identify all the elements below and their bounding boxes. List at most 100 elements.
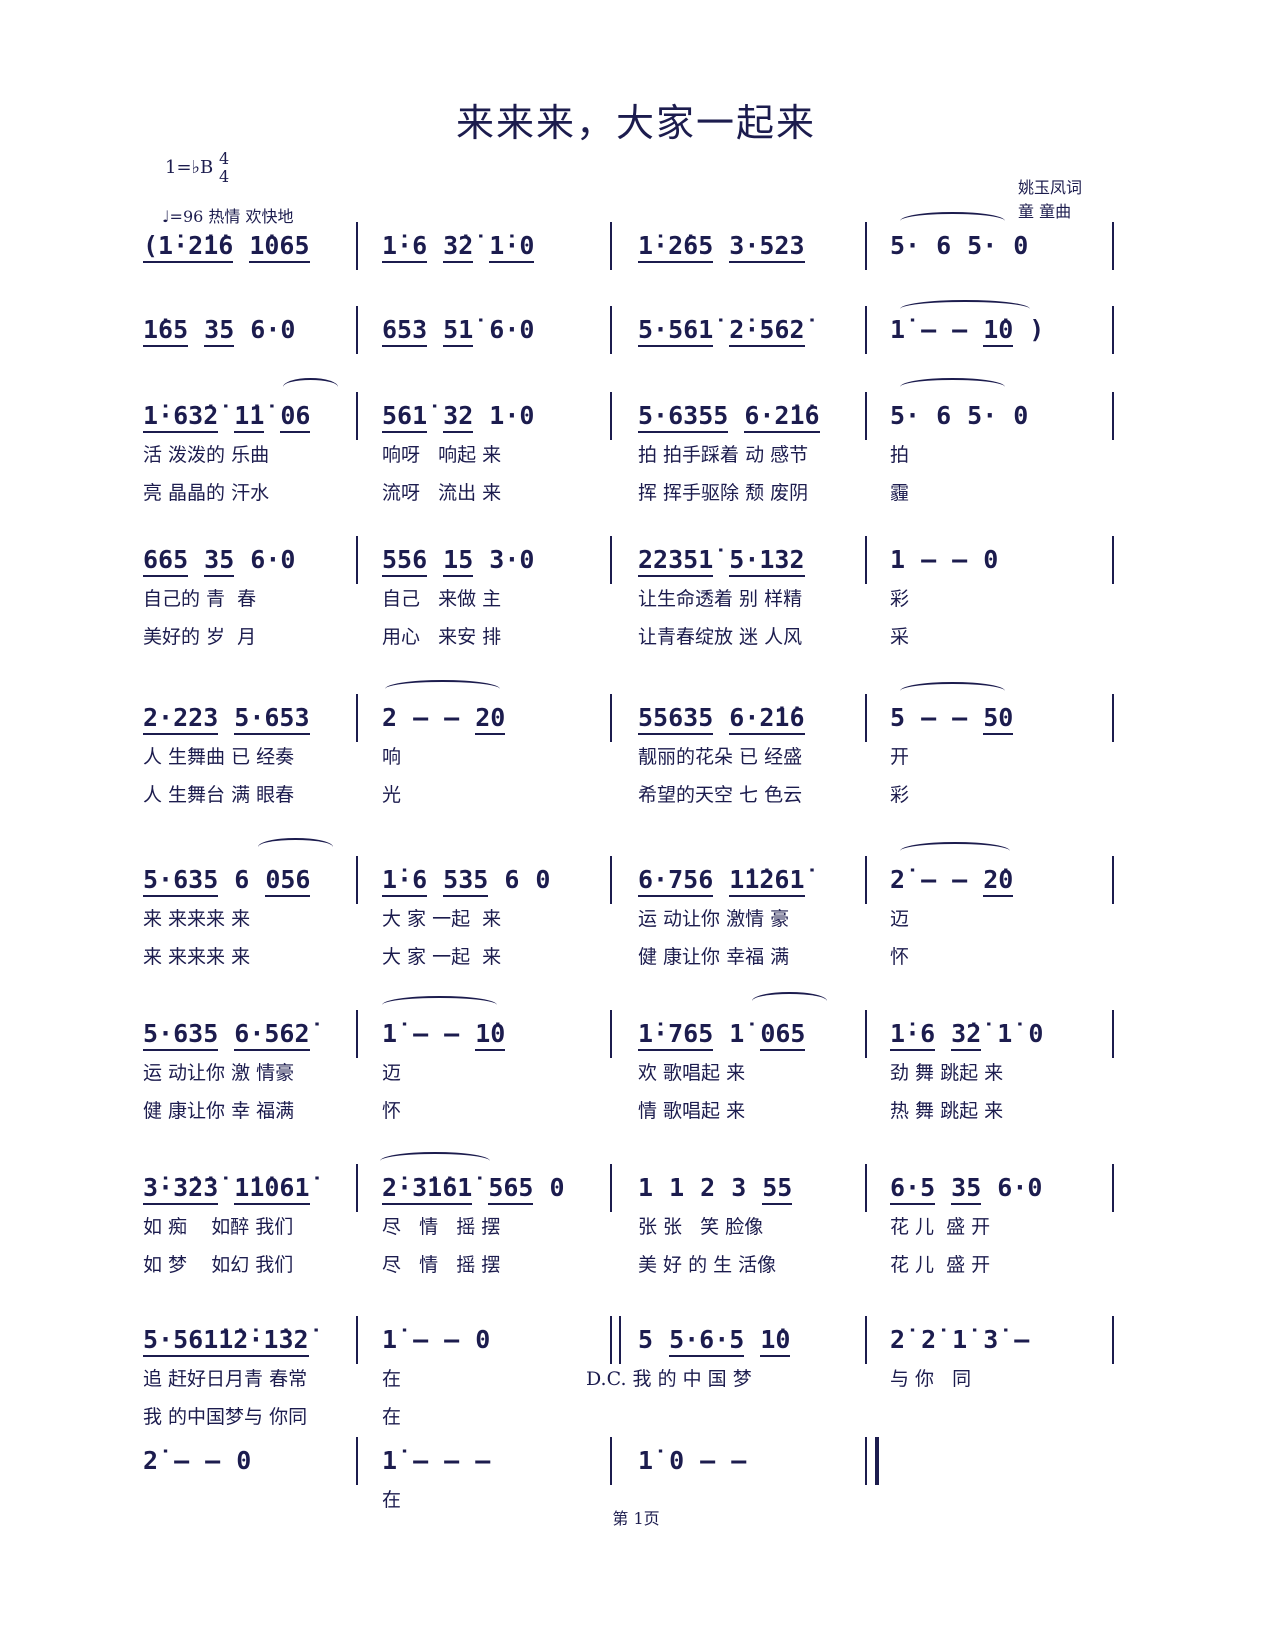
measure-notes: 561̇ 32 1·0 (382, 398, 597, 434)
measure-notes: 1̇ 0– – (638, 1443, 853, 1479)
note-group: – (444, 703, 460, 732)
page-number: 第 1页 (612, 1509, 660, 1528)
note-group: 1̇1̇ (234, 401, 265, 433)
slur-mark (283, 378, 338, 396)
measure-notes: (1̇·2̇1̇6 1̇065 (143, 228, 358, 264)
measure: 1̇ – –1̇0 迈怀 (382, 1016, 597, 1122)
lyric-verse-2: 采 (890, 626, 910, 648)
lyric-verse-2: 大 家 一起 来 (382, 946, 502, 968)
note-group: 6·756 (638, 865, 714, 897)
measure-notes: 556 15 3·0 (382, 542, 597, 578)
note-group: 0 (1013, 401, 1029, 430)
note-group: 5·561̇1̇2̇·1̇32̇ (143, 1325, 309, 1357)
measure-notes: 1 1 2 3 55 (638, 1170, 853, 1206)
note-group: 0 (535, 865, 551, 894)
note-group: 1̇·6 (382, 865, 428, 897)
note-group: – (205, 1446, 221, 1475)
note-group: 5·635 (143, 865, 219, 897)
lyric-verse-1: 让生命透着 别 样精 (638, 588, 803, 610)
lyric-verse-2: 怀 (382, 1100, 402, 1122)
barline (1112, 222, 1114, 270)
measure: 5·6355 6·2̇1̇6 拍 拍手踩着 动 感节挥 挥手驱除 颓 废阴 (638, 398, 853, 504)
measure: 1̇·2̇65 3·523 (638, 228, 853, 264)
slur-mark (380, 1152, 490, 1170)
note-group: 6 (936, 231, 952, 260)
measure: 1̇·63̇2̇ 1̇1̇ 06 活 泼泼的 乐曲亮 晶晶的 汗水 (143, 398, 358, 504)
lyric-verse-1: 迈 (890, 908, 910, 930)
note-group: 1 (890, 545, 906, 574)
note-group: 6·0 (997, 1173, 1043, 1202)
lyric-verse-2: 尽 情 摇 摆 (382, 1254, 501, 1276)
lyric-verse-1: 自己 来做 主 (382, 588, 502, 610)
note-group: 1̇ (890, 315, 906, 344)
note-group: – (413, 1325, 429, 1354)
measure-notes: 3̇·3̇2̇3̇ 1̇1̇061̇ (143, 1170, 358, 1206)
note-group: 2̇0 (983, 865, 1014, 897)
lyricist: 姚玉凤词 (1018, 178, 1083, 197)
lyric-verse-2: 热 舞 跳起 来 (890, 1100, 1004, 1122)
barline (1112, 392, 1114, 440)
time-top: 4 (219, 149, 230, 168)
note-group: 5·561̇ (638, 315, 714, 347)
note-group: 1 (669, 1173, 685, 1202)
note-group: 0 (983, 545, 999, 574)
note-group: 5· (967, 401, 998, 430)
measure-notes: 5– –50 (890, 700, 1105, 736)
note-group: 1̇0 (760, 1325, 791, 1357)
lyric-verse-1: 运 动让你 激 情豪 (143, 1062, 295, 1084)
note-group: 5 (890, 703, 906, 732)
note-group: – (444, 1019, 460, 1048)
note-group: 15 (443, 545, 474, 577)
lyric-verse-2: 希望的天空 七 色云 (638, 784, 803, 806)
slur-mark (900, 682, 1005, 700)
lyric-verse-1: 人 生舞曲 已 经奏 (143, 746, 295, 768)
note-group: 6 (234, 865, 250, 894)
measure-notes: 5·635 6 056 (143, 862, 358, 898)
note-group: 1·0 (489, 401, 535, 430)
note-group: 1̇ (997, 1019, 1013, 1048)
note-group: 1̇·765 (638, 1019, 714, 1051)
barline (610, 222, 612, 270)
measure-notes: 1̇·2̇65 3·523 (638, 228, 853, 264)
note-group: 1̇ (382, 1019, 398, 1048)
lyric-verse-1: 彩 (890, 588, 910, 610)
note-group: 1̇1̇061̇ (234, 1173, 310, 1205)
barline (356, 222, 358, 270)
note-group: 1̇ (382, 1325, 398, 1354)
note-group: 6·0 (250, 315, 296, 344)
lyric-verse-1: 开 (890, 746, 910, 768)
note-group: 2 (382, 703, 398, 732)
measure: 5·561̇ 2̇·562̇ (638, 312, 853, 348)
measure: 6·756 1̇1̇261̇ 运 动让你 激情 豪健 康让你 幸福 满 (638, 862, 853, 968)
lyric-verse-2: 健 康让你 幸福 满 (638, 946, 790, 968)
note-group: 6·0 (250, 545, 296, 574)
barline (356, 1010, 358, 1058)
lyric-verse-2: 霾 (890, 482, 910, 504)
barline (610, 306, 612, 354)
note-group: 5· (890, 231, 921, 260)
barline (356, 1164, 358, 1212)
measure-notes: 1̇ – – – (382, 1443, 597, 1479)
measure: 1̇·6 3̇2̇ 1̇·0 (382, 228, 597, 264)
note-group: 0 (1028, 1019, 1044, 1048)
note-group: 0 (549, 1173, 565, 1202)
note-group: 1̇ (729, 1019, 745, 1048)
measure: 3̇·3̇2̇3̇ 1̇1̇061̇ 如 痴 如醉 我们如 梦 如幻 我们 (143, 1170, 358, 1276)
note-group: 3·0 (489, 545, 535, 574)
barline (610, 1164, 612, 1212)
note-group: 32 (443, 401, 474, 433)
note-group: – (921, 865, 937, 894)
note-group: – (952, 315, 968, 344)
lyric-verse-1: 大 家 一起 来 (382, 908, 502, 930)
measure: 5– –50 开彩 (890, 700, 1105, 806)
note-group: 2·223 (143, 703, 219, 735)
barline (1112, 856, 1114, 904)
lyric-verse-1: 拍 (890, 444, 910, 466)
note-group: 3·523 (729, 231, 805, 263)
note-group: – (413, 703, 429, 732)
note-group: 5·635 (143, 1019, 219, 1051)
measure: (1̇·2̇1̇6 1̇065 (143, 228, 358, 264)
tempo-marking: ♩=96 热情 欢快地 (162, 207, 294, 226)
barline (610, 1437, 612, 1485)
barline (1112, 1316, 1114, 1364)
